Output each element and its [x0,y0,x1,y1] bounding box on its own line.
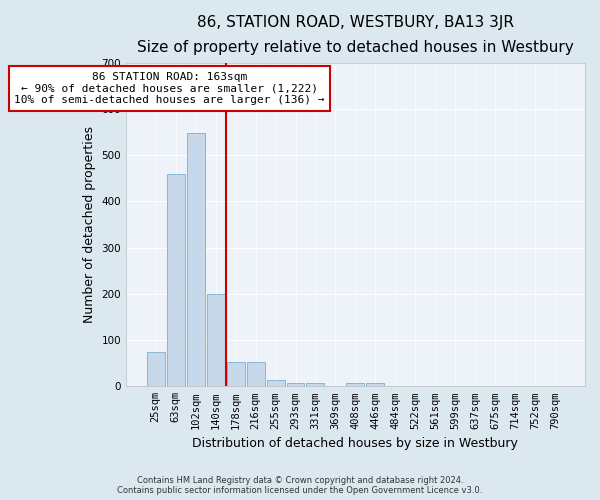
Bar [266,380,284,386]
Bar [346,382,364,386]
Bar [367,382,385,386]
Bar [147,352,164,386]
Bar [287,382,304,386]
Bar [187,134,205,386]
Text: 86 STATION ROAD: 163sqm
← 90% of detached houses are smaller (1,222)
10% of semi: 86 STATION ROAD: 163sqm ← 90% of detache… [14,72,325,105]
Bar [167,174,185,386]
Bar [247,362,265,386]
Bar [206,294,224,386]
X-axis label: Distribution of detached houses by size in Westbury: Distribution of detached houses by size … [193,437,518,450]
Bar [307,382,325,386]
Bar [227,362,245,386]
Y-axis label: Number of detached properties: Number of detached properties [83,126,96,323]
Title: 86, STATION ROAD, WESTBURY, BA13 3JR
Size of property relative to detached house: 86, STATION ROAD, WESTBURY, BA13 3JR Siz… [137,15,574,54]
Text: Contains HM Land Registry data © Crown copyright and database right 2024.
Contai: Contains HM Land Registry data © Crown c… [118,476,482,495]
